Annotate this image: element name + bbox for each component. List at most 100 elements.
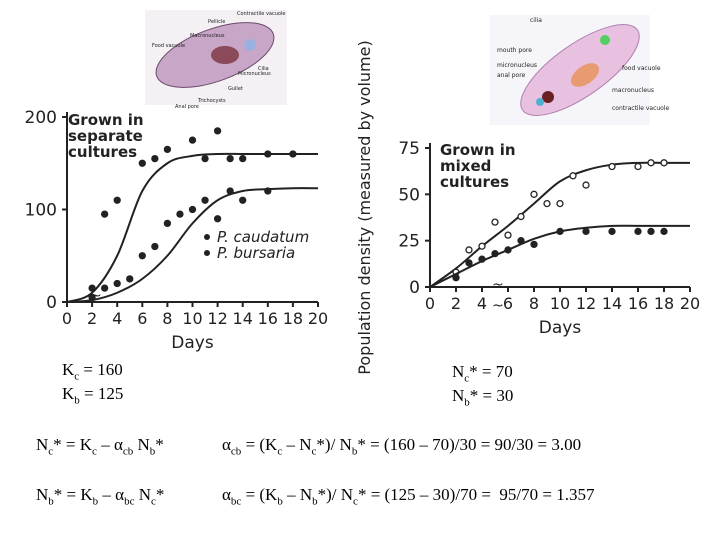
equation-line: Nb* = Kb – αbc Nc* [36, 485, 164, 507]
figure-label: anal pore [497, 72, 526, 79]
subscript: c [74, 370, 80, 383]
y-tick-label: 25 [398, 232, 420, 252]
text: – N [282, 435, 312, 454]
text: * = (125 – 30)/70 = 95/70 = 1.357 [357, 485, 595, 504]
y-tick-label: 100 [25, 201, 57, 221]
subscript: c [353, 495, 358, 508]
figure-label: Cilia [258, 66, 269, 72]
subscript: c [464, 372, 470, 385]
y-tick-label: 0 [46, 293, 57, 313]
point [569, 172, 577, 180]
equation-line: αbc = (Kb – Nb*)/ Nc* = (125 – 30)/70 = … [222, 485, 594, 507]
figure-label: Pellicle [208, 19, 225, 25]
figure-label: contractile vacuole [612, 105, 670, 112]
x-tick-label: 0 [62, 309, 72, 328]
text: N [36, 435, 49, 454]
equation-line: αcb = (Kc – Nc*)/ Nb* = (160 – 70)/30 = … [222, 435, 581, 457]
point [226, 154, 234, 163]
annotation: mixed [440, 157, 491, 175]
point [660, 227, 668, 236]
point [176, 210, 184, 218]
figure-label: Trichocysts [197, 98, 226, 104]
point [113, 196, 121, 204]
point [88, 284, 96, 292]
subscript: c [151, 495, 156, 508]
axis-break: ~ [90, 288, 102, 304]
text: K [62, 384, 75, 403]
text: *)/ N [316, 435, 352, 454]
text: N [134, 485, 151, 504]
x-tick-label: 12 [576, 294, 596, 313]
text: * = K [53, 485, 93, 504]
paramecium-left [145, 10, 287, 105]
point [101, 284, 109, 292]
annotation: Grown in [68, 111, 144, 129]
point [188, 205, 197, 214]
subscript: cb [230, 445, 242, 458]
equation-line: Kb = 125 [62, 384, 123, 406]
equation-line: Nc* = Kc – αcb Nb* [36, 435, 164, 457]
point [452, 274, 460, 282]
point [556, 227, 564, 236]
subscript: c [92, 445, 97, 458]
point [478, 242, 486, 250]
figure-label: mouth pore [497, 47, 532, 54]
text: * = K [53, 435, 93, 454]
point [465, 259, 473, 267]
x-tick-label: 20 [308, 309, 328, 328]
x-tick-label: 14 [602, 294, 622, 313]
x-tick-label: 12 [207, 309, 227, 328]
text: * = (160 – 70)/30 = 90/30 = 3.00 [357, 435, 582, 454]
text: α [222, 435, 231, 454]
y-tick-label: 50 [398, 185, 420, 205]
figure-label: Gullet [228, 86, 243, 92]
point [504, 231, 512, 239]
point [239, 196, 247, 204]
text: * [155, 485, 165, 504]
annotation: cultures [68, 143, 137, 161]
figure-label: Macronucleus [190, 33, 225, 39]
point [608, 227, 616, 236]
text: *)/ N [317, 485, 354, 504]
point [556, 199, 564, 208]
text: N [36, 485, 49, 504]
point [126, 275, 134, 283]
text: = 160 [79, 360, 123, 379]
point [530, 240, 538, 249]
subscript: b [92, 495, 99, 508]
text: – α [98, 485, 125, 504]
axis-break: ~ [492, 277, 504, 293]
point [543, 199, 551, 208]
x-tick-label: 6 [503, 294, 513, 313]
x-tick-label: 6 [137, 309, 147, 328]
figure-label: cilia [530, 17, 542, 24]
text: = (K [241, 435, 278, 454]
x-tick-label: 8 [529, 294, 539, 313]
subscript: c [48, 445, 54, 458]
point [213, 215, 222, 223]
subscript: b [277, 495, 283, 508]
annotation: separate [68, 127, 143, 145]
point [264, 150, 272, 158]
figure-label: macronucleus [612, 87, 654, 94]
point [226, 187, 234, 195]
point [151, 242, 159, 251]
x-tick-label: 4 [112, 309, 122, 328]
subscript: b [74, 394, 80, 407]
x-tick-label: 14 [233, 309, 253, 328]
point [163, 145, 172, 154]
y-tick-label: 75 [398, 139, 420, 159]
point [188, 136, 197, 144]
point [201, 154, 209, 163]
subscript: b [464, 396, 470, 409]
subscript: b [312, 495, 318, 508]
subscript: c [311, 445, 317, 458]
text: – N [282, 485, 313, 504]
point [151, 154, 159, 163]
point [517, 237, 525, 245]
equation-line: Nb* = 30 [452, 386, 513, 408]
point [530, 190, 538, 198]
x-tick-label: 0 [425, 294, 435, 313]
figure-label: Food vacuole [152, 43, 185, 49]
